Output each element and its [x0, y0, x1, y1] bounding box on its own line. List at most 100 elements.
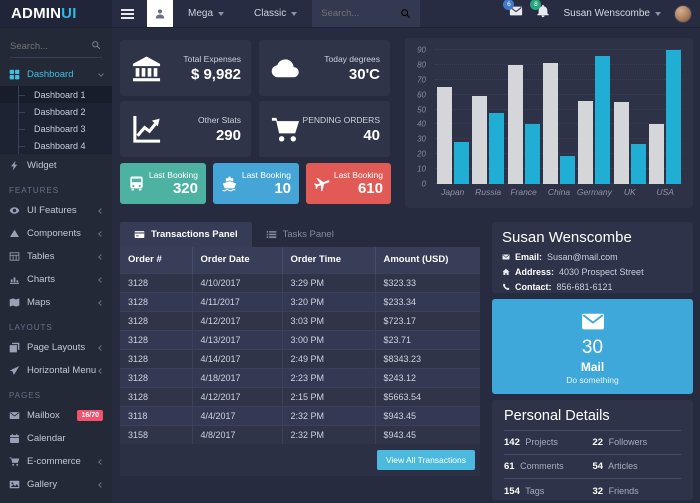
stat-label: PENDING ORDERS	[302, 114, 380, 125]
notifications-badge: 8	[530, 0, 542, 10]
table-cell: 2:32 PM	[282, 405, 376, 425]
tab-transactions-panel[interactable]: Transactions Panel	[120, 222, 252, 247]
sidebar-item-horizontal-menu[interactable]: Horizontal Menu	[0, 359, 112, 382]
bar-japan-gray	[436, 87, 452, 184]
sidebar-item-charts[interactable]: Charts	[0, 268, 112, 291]
sidebar-item-components[interactable]: Components	[0, 222, 112, 245]
sidebar-item-dashboard[interactable]: Dashboard	[0, 63, 112, 86]
y-tick-label: 60	[417, 90, 426, 100]
table-cell: 3:20 PM	[282, 291, 376, 311]
grid-icon	[9, 69, 20, 80]
bar-russia-gray	[472, 96, 488, 184]
sidebar-item-gallery[interactable]: Gallery	[0, 473, 112, 496]
tab-label: Transactions Panel	[151, 229, 238, 240]
y-tick-label: 80	[417, 60, 426, 70]
table-row[interactable]: 3128 4/10/2017 3:29 PM $323.33	[120, 272, 480, 292]
table-cell: 3128	[120, 272, 193, 292]
table-row[interactable]: 3128 4/12/2017 2:15 PM $5663.54	[120, 386, 480, 406]
stat-label: Other Stats	[198, 114, 241, 125]
cart-icon	[269, 114, 302, 145]
topbar-menu-mega[interactable]: Mega	[173, 0, 239, 27]
sidebar-subitem-label: Dashboard 2	[34, 106, 86, 117]
gridline	[435, 123, 683, 125]
sidebar-item-label: Mailbox	[27, 410, 60, 421]
personal-stats: 142 Projects 22 Followers 61 Comments 54 Ar…	[504, 431, 681, 503]
profile-card: Susan Wenscombe Email: Susan@mail.com Ad…	[492, 222, 693, 293]
gridline	[435, 78, 683, 80]
mail-widget[interactable]: 30 Mail Do something	[492, 299, 693, 394]
sidebar-item-calendar[interactable]: Calendar	[0, 427, 112, 450]
main-content: Total Expenses $ 9,982 Today degrees 30'…	[112, 28, 700, 503]
booking-card-plane: Last Booking 610	[306, 163, 391, 204]
table-row[interactable]: 3128 4/18/2017 2:23 PM $243.12	[120, 367, 480, 387]
stat-card-today-degrees: Today degrees 30'C	[259, 40, 390, 96]
x-tick-label: Japan	[441, 187, 465, 197]
topbar-search-input[interactable]	[321, 8, 401, 19]
table-cell: $323.33	[375, 272, 480, 292]
table-cell: 3128	[120, 310, 193, 330]
sidebar-item-page-layouts[interactable]: Page Layouts	[0, 336, 112, 359]
sidebar-subitem-dashboard-1[interactable]: Dashboard 1	[0, 86, 112, 103]
bar-usa-cyan	[666, 50, 682, 184]
personal-stat-comments: 61 Comments	[504, 461, 564, 472]
menu-toggle-icon[interactable]	[112, 0, 142, 27]
gridline	[435, 93, 683, 95]
sidebar-subitem-dashboard-3[interactable]: Dashboard 3	[0, 120, 112, 137]
sidebar-item-label: Horizontal Menu	[27, 365, 97, 376]
topbar-menu-classic[interactable]: Classic	[239, 0, 312, 27]
stat-label: Today degrees	[324, 53, 380, 64]
table-cell: 3:03 PM	[282, 310, 376, 330]
sidebar-subitem-dashboard-2[interactable]: Dashboard 2	[0, 103, 112, 120]
ship-icon	[221, 175, 238, 192]
table-cell: 3128	[120, 291, 193, 311]
sidebar-section-label: PAGES	[9, 391, 41, 400]
bar-group-germany: Germany	[577, 50, 612, 197]
table-row[interactable]: 3158 4/8/2017 2:32 PM $943.45	[120, 424, 480, 444]
search-icon	[91, 40, 101, 50]
sidebar-subitem-label: Dashboard 3	[34, 123, 86, 134]
table-cell: 4/12/2017	[192, 310, 283, 330]
transactions-tbody: 3128 4/10/2017 3:29 PM $323.33 3128 4/11/2017…	[120, 272, 480, 444]
sidebar-item-tables[interactable]: Tables	[0, 245, 112, 268]
home-icon	[502, 268, 510, 276]
table-cell: $233.34	[375, 291, 480, 311]
table-cell: 3:00 PM	[282, 329, 376, 349]
user-menu[interactable]: Susan Wenscombe	[563, 8, 661, 19]
table-row[interactable]: 3128 4/14/2017 2:49 PM $8343.23	[120, 348, 480, 368]
avatar[interactable]	[674, 4, 692, 23]
sidebar-item-widget[interactable]: Widget	[0, 154, 112, 177]
chevron-left-icon	[98, 207, 104, 214]
personal-stat-projects: 142 Projects	[504, 437, 558, 448]
table-row[interactable]: 3128 4/12/2017 3:03 PM $723.17	[120, 310, 480, 330]
tab-tasks-panel[interactable]: Tasks Panel	[252, 222, 348, 247]
search-icon[interactable]	[400, 8, 411, 19]
sidebar-search-input[interactable]	[10, 38, 102, 58]
chevron-left-icon	[98, 344, 104, 351]
sidebar-item-ui-features[interactable]: UI Features	[0, 199, 112, 222]
table-row[interactable]: 3128 4/13/2017 3:00 PM $23.71	[120, 329, 480, 349]
app-logo[interactable]: ADMIN UI	[0, 0, 112, 27]
mail-icon	[576, 309, 610, 334]
user-name: Susan Wenscombe	[563, 8, 650, 19]
topbar-right: 6 8 Susan Wenscombe	[503, 0, 700, 27]
notifications-button[interactable]: 8	[530, 0, 550, 23]
y-tick-label: 50	[417, 105, 426, 115]
sidebar-item-maps[interactable]: Maps	[0, 291, 112, 314]
table-row[interactable]: 3128 4/11/2017 3:20 PM $233.34	[120, 291, 480, 311]
stat-card-pending-orders: PENDING ORDERS 40	[259, 101, 390, 157]
table-cell: 2:23 PM	[282, 367, 376, 387]
map-icon	[9, 297, 20, 308]
x-tick-label: France	[510, 187, 537, 197]
user-quick-button[interactable]	[147, 0, 173, 27]
sidebar-item-e-commerce[interactable]: E-commerce	[0, 450, 112, 473]
messages-button[interactable]: 6	[503, 0, 523, 23]
sidebar-item-mailbox[interactable]: Mailbox 16/70	[0, 404, 112, 427]
sidebar-subitem-dashboard-4[interactable]: Dashboard 4	[0, 137, 112, 154]
view-all-transactions-button[interactable]: View All Transactions	[376, 450, 475, 470]
list-icon	[266, 229, 277, 240]
table-row[interactable]: 3118 4/4/2017 2:32 PM $943.45	[120, 405, 480, 425]
personal-stat-articles: 54 Articles	[592, 461, 638, 472]
chevron-left-icon	[98, 458, 104, 465]
sidebar-subitem-label: Dashboard 4	[34, 140, 86, 151]
